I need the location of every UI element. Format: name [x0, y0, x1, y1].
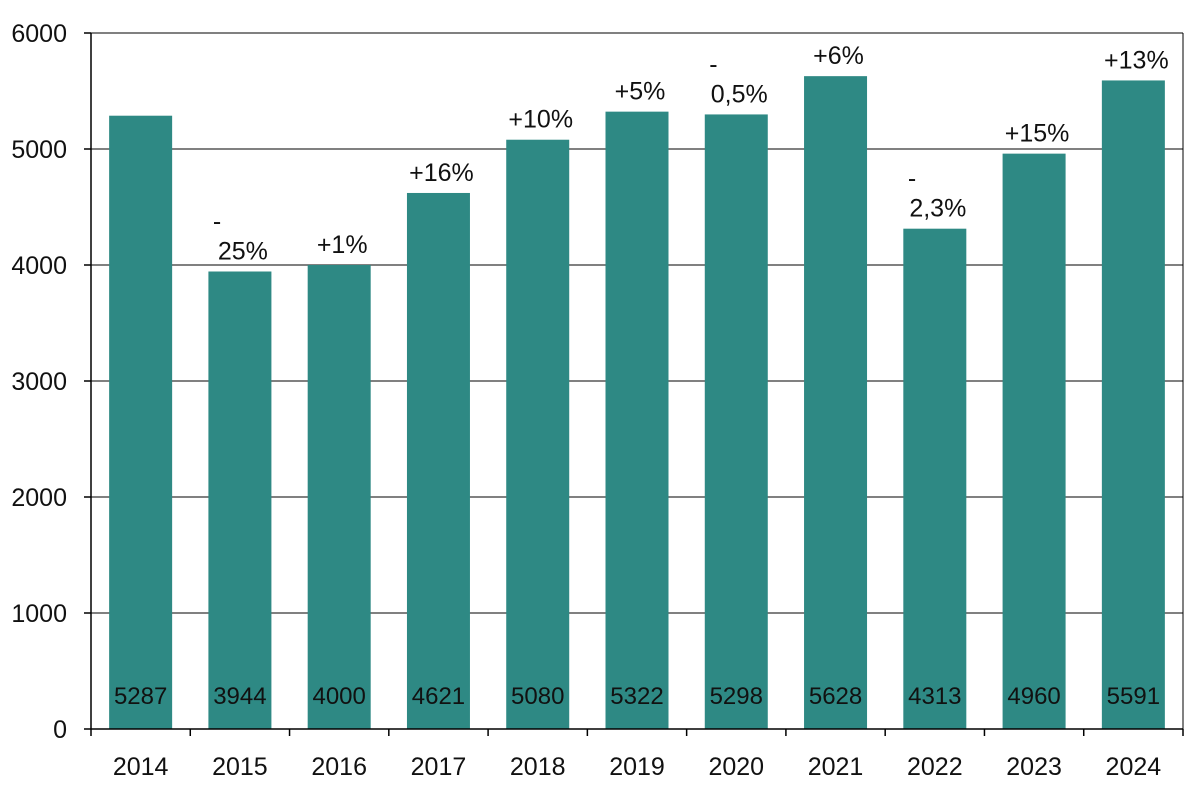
bar-2023 [1002, 153, 1066, 729]
bar-value-label: 4621 [412, 683, 465, 710]
change-label: - [709, 50, 717, 78]
y-tick-label: 3000 [11, 368, 67, 396]
y-tick-label: 5000 [11, 136, 67, 164]
axes [84, 32, 1184, 736]
x-tick-label: 2014 [113, 753, 169, 781]
change-label: +6% [813, 42, 864, 70]
bar-2024 [1101, 80, 1165, 730]
x-tick-label: 2020 [708, 753, 764, 781]
bar-value-label: 5287 [114, 683, 167, 710]
x-tick-label: 2022 [907, 753, 963, 781]
y-tick-label: 2000 [11, 484, 67, 512]
change-labels: -25% +1%+16%+10%+5%-0,5%+6%-2,3%+15%+13% [213, 42, 1169, 265]
y-tick-label: 4000 [11, 252, 67, 280]
change-label: - [908, 165, 916, 193]
y-tick-label: 0 [53, 716, 67, 744]
change-label: 2,3% [909, 195, 966, 223]
bars [109, 76, 1165, 730]
y-axis-tick-labels: 0 1000 2000 3000 4000 5000 6000 [11, 20, 67, 744]
change-label: +13% [1104, 46, 1169, 74]
change-label: +5% [615, 78, 666, 106]
x-tick-label: 2023 [1006, 753, 1062, 781]
bar-value-label: 4960 [1007, 683, 1060, 710]
bar-value-label: 4313 [908, 683, 961, 710]
x-tick-label: 2019 [609, 753, 665, 781]
bar-2018 [506, 139, 570, 730]
bar-2020 [704, 114, 768, 729]
bar-value-label: 4000 [312, 683, 365, 710]
bar-2017 [406, 192, 470, 730]
x-tick-label: 2018 [510, 753, 566, 781]
bar-2016 [307, 265, 371, 729]
x-tick-label: 2017 [411, 753, 467, 781]
x-axis-tick-labels: 2014 2015 2016 2017 2018 2019 2020 2021 2022 2023… [113, 753, 1161, 781]
change-label: - [213, 207, 221, 235]
bar-value-label: 5298 [710, 683, 763, 710]
bar-value-labels: 5287 3944 4000 4621 5080 5322 5298 5628 4313 4960… [114, 683, 1160, 710]
change-label: 25% [218, 237, 268, 265]
bar-2019 [605, 111, 669, 729]
bar-value-label: 5591 [1107, 683, 1160, 710]
bar-value-label: 5322 [610, 683, 663, 710]
change-label: +1% [317, 231, 368, 259]
bar-value-label: 3944 [213, 683, 266, 710]
bar-2021 [804, 76, 868, 730]
change-label: +16% [409, 159, 474, 187]
x-tick-label: 2015 [212, 753, 268, 781]
change-label: 0,5% [711, 80, 768, 108]
change-label: +15% [1005, 120, 1070, 148]
x-tick-label: 2024 [1106, 753, 1162, 781]
y-tick-label: 1000 [11, 600, 67, 628]
bar-2022 [903, 228, 967, 729]
x-tick-label: 2021 [808, 753, 864, 781]
bar-value-label: 5628 [809, 683, 862, 710]
change-label: +10% [508, 106, 573, 134]
bar-value-label: 5080 [511, 683, 564, 710]
bar-2015 [208, 271, 272, 729]
x-tick-label: 2016 [311, 753, 367, 781]
y-tick-label: 6000 [11, 20, 67, 48]
bar-2014 [109, 115, 173, 729]
